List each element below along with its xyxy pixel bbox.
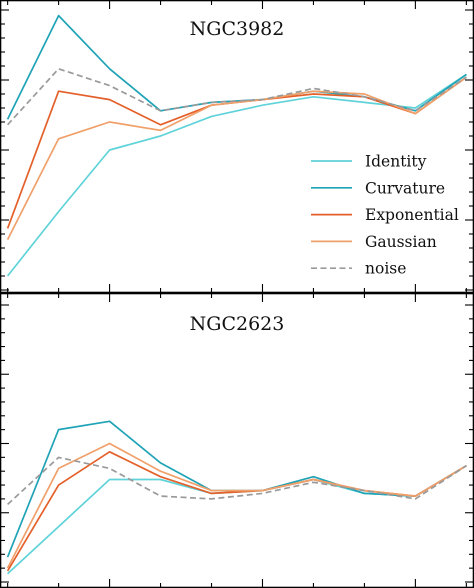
panel-title: NGC3982 xyxy=(190,18,285,40)
legend-label-identity: Identity xyxy=(365,153,427,171)
series-line-gaussian xyxy=(6,442,467,569)
legend-label-curvature: Curvature xyxy=(365,179,445,197)
series-line-exponential xyxy=(6,450,467,572)
panel-title: NGC2623 xyxy=(190,313,285,335)
plot-frame xyxy=(0,292,474,588)
legend-label-gaussian: Gaussian xyxy=(365,233,437,251)
legend-label-exponential: Exponential xyxy=(365,206,459,224)
plot-frame xyxy=(0,0,474,294)
series-line-curvature xyxy=(6,420,467,558)
legend-label-noise: noise xyxy=(365,260,406,278)
panel-ngc3982: NGC3982 xyxy=(0,0,474,294)
panel-ngc2623: NGC2623 xyxy=(0,292,474,588)
legend: Identity Curvature Exponential Gaussian nois… xyxy=(311,153,459,278)
series-line-noise xyxy=(7,456,467,506)
series-line-noise xyxy=(6,67,467,126)
series-line-identity xyxy=(7,464,467,575)
